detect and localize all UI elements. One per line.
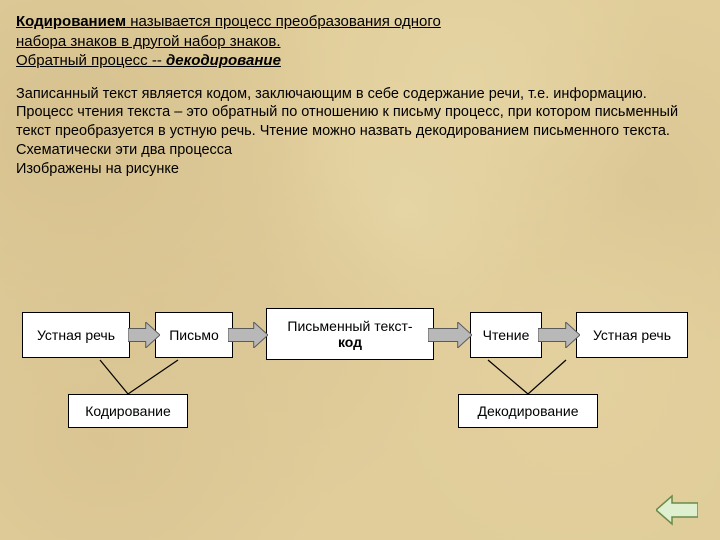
title-bold: Кодированием [16,13,126,30]
flow-diagram: Устная речь Письмо Письменный текст- код… [0,300,720,480]
para3: Изображены на рисунке [16,160,704,179]
title-line2: набора знаков в другой набор знаков. [16,33,281,50]
content-area: Кодированием называется процесс преобраз… [0,0,720,191]
title-rest1: называется процесс преобразования одного [126,13,441,30]
para2: Процесс чтения текста – это обратный по … [16,103,704,160]
title-block: Кодированием называется процесс преобраз… [16,12,704,71]
title-line3b: декодирование [166,52,281,69]
nav-back-icon[interactable] [656,494,698,526]
body-text: Записанный текст является кодом, заключа… [16,85,704,179]
callout-line-decode [0,300,720,480]
title-line3a: Обратный процесс -- [16,52,166,69]
para1: Записанный текст является кодом, заключа… [16,85,704,104]
